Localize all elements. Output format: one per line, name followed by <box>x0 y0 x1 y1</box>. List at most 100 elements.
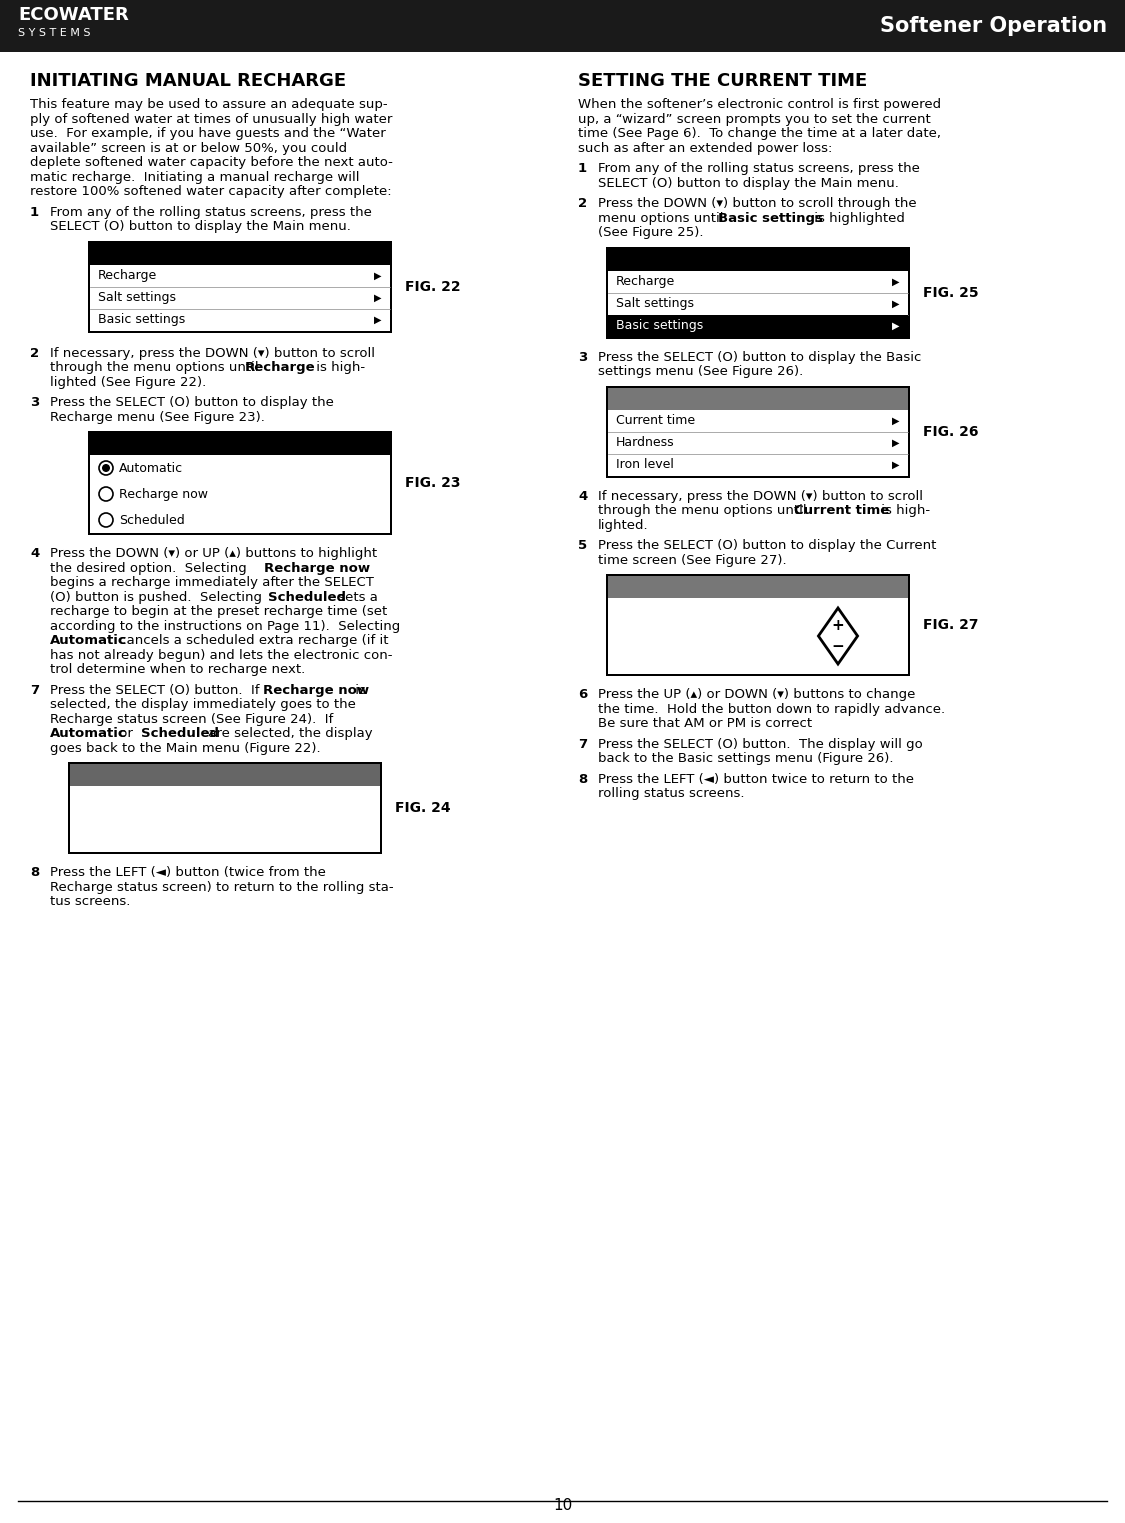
Circle shape <box>99 513 113 527</box>
Text: (See Figure 25).: (See Figure 25). <box>598 225 703 239</box>
Text: Main menu: Main menu <box>98 247 176 260</box>
Bar <box>70 765 380 786</box>
Text: Recharge status screen (See Figure 24).  If: Recharge status screen (See Figure 24). … <box>50 713 333 725</box>
Text: This feature may be used to assure an adequate sup-: This feature may be used to assure an ad… <box>30 97 388 111</box>
Text: From any of the rolling status screens, press the: From any of the rolling status screens, … <box>598 161 920 175</box>
Bar <box>606 247 910 338</box>
Bar <box>70 765 380 851</box>
Text: Automatic: Automatic <box>119 461 183 475</box>
Text: ▶: ▶ <box>375 315 381 324</box>
Text: Softener Operation: Softener Operation <box>880 17 1107 37</box>
Text: lighted (See Figure 22).: lighted (See Figure 22). <box>50 376 206 388</box>
Text: ▶: ▶ <box>892 277 900 286</box>
Text: 10: 10 <box>552 1497 573 1512</box>
Polygon shape <box>818 608 857 664</box>
Bar <box>608 315 908 337</box>
Text: Recharge status: Recharge status <box>78 769 192 781</box>
Text: Current time: Current time <box>616 414 695 426</box>
Text: INITIATING MANUAL RECHARGE: INITIATING MANUAL RECHARGE <box>30 72 346 90</box>
Text: Basic settings: Basic settings <box>98 314 186 326</box>
Text: Automatic: Automatic <box>50 634 127 647</box>
Text: ▶: ▶ <box>892 416 900 425</box>
Text: Press the UP (▴) or DOWN (▾) buttons to change: Press the UP (▴) or DOWN (▾) buttons to … <box>598 688 916 701</box>
Text: From any of the rolling status screens, press the: From any of the rolling status screens, … <box>50 206 372 218</box>
Text: Scheduled: Scheduled <box>119 513 184 527</box>
Text: SELECT (O) button to display the Main menu.: SELECT (O) button to display the Main me… <box>598 177 899 189</box>
Text: rolling status screens.: rolling status screens. <box>598 787 745 800</box>
Text: Recharge now: Recharge now <box>119 487 208 501</box>
Text: Automatic: Automatic <box>50 726 127 740</box>
Text: time (See Page 6).  To change the time at a later date,: time (See Page 6). To change the time at… <box>578 126 940 140</box>
Text: or: or <box>115 726 137 740</box>
Bar <box>88 241 391 332</box>
Text: trol determine when to recharge next.: trol determine when to recharge next. <box>50 663 305 676</box>
Text: Cycle: Fill: Cycle: Fill <box>80 809 140 821</box>
Text: available” screen is at or below 50%, you could: available” screen is at or below 50%, yo… <box>30 142 348 154</box>
Text: is: is <box>351 684 366 696</box>
Bar <box>68 762 383 854</box>
Text: is high-: is high- <box>312 361 366 375</box>
Text: ▶: ▶ <box>892 320 900 330</box>
Text: Basic settings: Basic settings <box>616 391 714 405</box>
Bar <box>606 574 910 676</box>
Text: tus screens.: tus screens. <box>50 896 130 908</box>
Text: 3: 3 <box>578 350 587 364</box>
Text: through the menu options until: through the menu options until <box>598 504 811 516</box>
Text: Recharge status screen) to return to the rolling sta-: Recharge status screen) to return to the… <box>50 880 394 894</box>
Text: Recharge menu (See Figure 23).: Recharge menu (See Figure 23). <box>50 411 264 423</box>
Bar <box>606 385 910 478</box>
Bar <box>608 576 908 675</box>
Text: Recharge: Recharge <box>98 437 164 451</box>
Text: +: + <box>831 618 845 634</box>
Text: 8: 8 <box>30 867 39 879</box>
Text: ▶: ▶ <box>892 437 900 448</box>
Text: up, a “wizard” screen prompts you to set the current: up, a “wizard” screen prompts you to set… <box>578 113 930 125</box>
Text: If necessary, press the DOWN (▾) button to scroll: If necessary, press the DOWN (▾) button … <box>598 489 922 503</box>
Text: SETTING THE CURRENT TIME: SETTING THE CURRENT TIME <box>578 72 867 90</box>
Bar <box>608 248 908 337</box>
Text: 4: 4 <box>30 547 39 560</box>
Text: cycle): cycle) <box>80 836 117 848</box>
Text: Iron level: Iron level <box>616 458 674 471</box>
Bar <box>88 431 391 535</box>
Text: use.  For example, if you have guests and the “Water: use. For example, if you have guests and… <box>30 126 386 140</box>
Text: Be sure that AM or PM is correct: Be sure that AM or PM is correct <box>598 717 812 730</box>
Text: menu options until: menu options until <box>598 212 728 224</box>
Text: Hardness: Hardness <box>616 436 675 449</box>
Text: are selected, the display: are selected, the display <box>204 726 372 740</box>
Text: Salt settings: Salt settings <box>616 297 694 311</box>
Text: Recharge: Recharge <box>98 270 158 282</box>
Text: Scheduled: Scheduled <box>268 591 346 603</box>
Bar <box>90 242 390 265</box>
Text: Press the LEFT (◄) button (twice from the: Press the LEFT (◄) button (twice from th… <box>50 867 326 879</box>
Text: sets a: sets a <box>334 591 378 603</box>
Text: goes back to the Main menu (Figure 22).: goes back to the Main menu (Figure 22). <box>50 742 321 754</box>
Text: 1: 1 <box>578 161 587 175</box>
Text: (O) button is pushed.  Selecting: (O) button is pushed. Selecting <box>50 591 267 603</box>
Text: Press the SELECT (O) button to display the: Press the SELECT (O) button to display t… <box>50 396 334 410</box>
Circle shape <box>99 487 113 501</box>
Text: If necessary, press the DOWN (▾) button to scroll: If necessary, press the DOWN (▾) button … <box>50 347 375 359</box>
Text: Basic settings: Basic settings <box>616 318 703 332</box>
Text: Recharge: Recharge <box>616 276 675 288</box>
Text: ▼: ▼ <box>892 393 900 404</box>
Text: is high-: is high- <box>878 504 930 516</box>
Text: Recharge: Recharge <box>245 361 316 375</box>
Text: Press the DOWN (▾) or UP (▴) buttons to highlight: Press the DOWN (▾) or UP (▴) buttons to … <box>50 547 377 560</box>
Bar <box>608 248 908 271</box>
Text: Recharge now: Recharge now <box>263 684 369 696</box>
Text: ▶: ▶ <box>892 299 900 309</box>
Text: ▼: ▼ <box>375 248 381 259</box>
Text: FIG. 26: FIG. 26 <box>922 425 979 439</box>
Text: Main menu: Main menu <box>616 253 693 267</box>
Text: SELECT (O) button to display the Main menu.: SELECT (O) button to display the Main me… <box>50 219 351 233</box>
Text: cancels a scheduled extra recharge (if it: cancels a scheduled extra recharge (if i… <box>115 634 388 647</box>
Text: When the softener’s electronic control is first powered: When the softener’s electronic control i… <box>578 97 942 111</box>
Text: S Y S T E M S: S Y S T E M S <box>18 27 90 38</box>
Text: (Right key press advances: (Right key press advances <box>80 822 245 835</box>
Text: selected, the display immediately goes to the: selected, the display immediately goes t… <box>50 698 356 711</box>
Text: Current time: Current time <box>794 504 889 516</box>
Text: back to the Basic settings menu (Figure 26).: back to the Basic settings menu (Figure … <box>598 752 893 765</box>
Circle shape <box>99 461 113 475</box>
Text: −: − <box>831 640 845 655</box>
